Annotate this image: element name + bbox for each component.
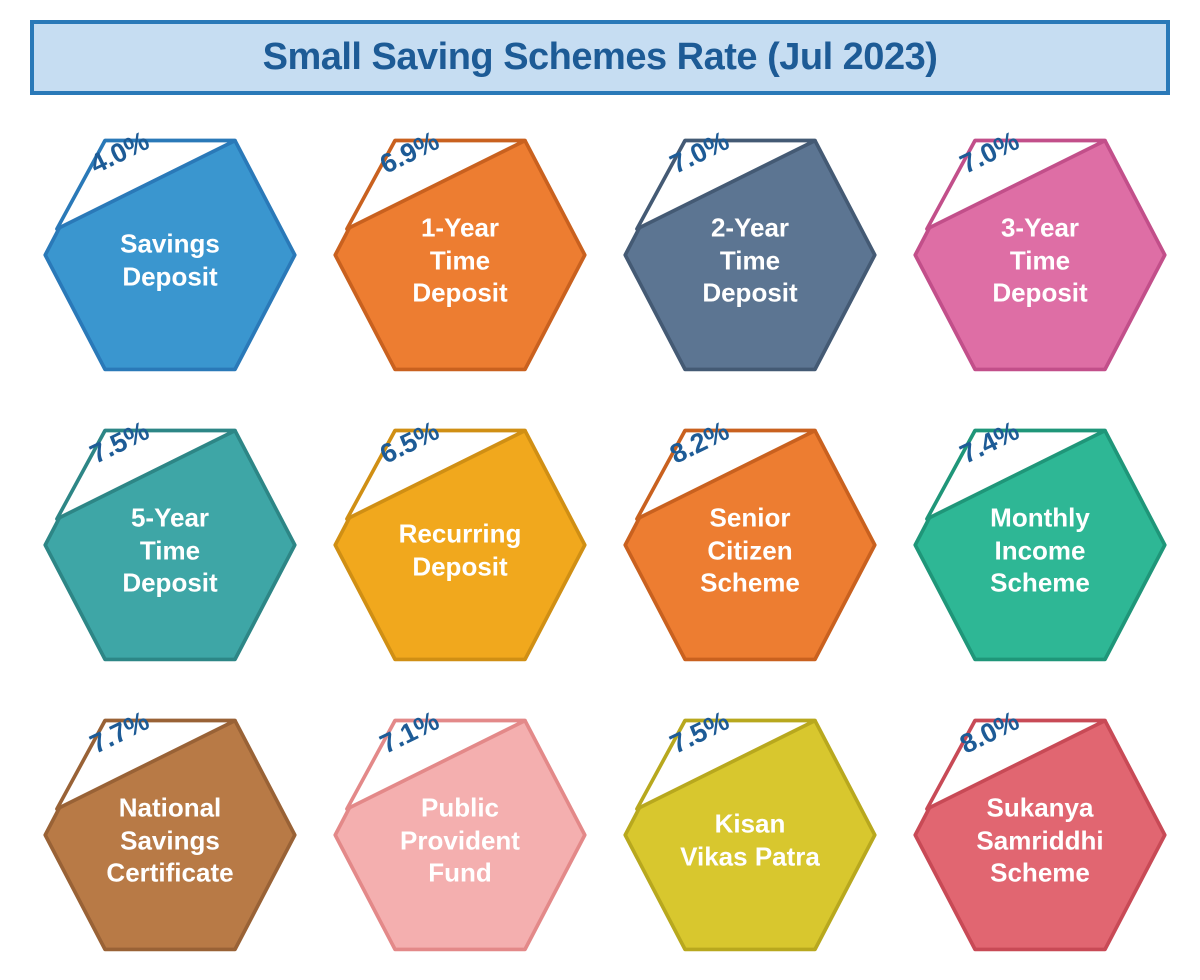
scheme-name: 3-Year Time Deposit	[939, 211, 1142, 309]
scheme-name: Senior Citizen Scheme	[649, 501, 852, 599]
scheme-name: National Savings Certificate	[69, 791, 272, 889]
scheme-tile: 4.0%Savings Deposit	[40, 125, 300, 385]
schemes-grid: 4.0%Savings Deposit6.9%1-Year Time Depos…	[30, 125, 1170, 965]
title-bar: Small Saving Schemes Rate (Jul 2023)	[30, 20, 1170, 95]
scheme-name: Recurring Deposit	[359, 518, 562, 583]
scheme-name: Sukanya Samriddhi Scheme	[939, 791, 1142, 889]
scheme-tile: 7.0%2-Year Time Deposit	[620, 125, 880, 385]
scheme-tile: 6.5%Recurring Deposit	[330, 415, 590, 675]
scheme-tile: 8.2%Senior Citizen Scheme	[620, 415, 880, 675]
scheme-tile: 8.0%Sukanya Samriddhi Scheme	[910, 705, 1170, 965]
page-title: Small Saving Schemes Rate (Jul 2023)	[54, 36, 1146, 79]
scheme-name: Public Provident Fund	[359, 791, 562, 889]
scheme-tile: 7.0%3-Year Time Deposit	[910, 125, 1170, 385]
scheme-tile: 7.7%National Savings Certificate	[40, 705, 300, 965]
scheme-name: 1-Year Time Deposit	[359, 211, 562, 309]
scheme-name: Savings Deposit	[69, 228, 272, 293]
scheme-name: 5-Year Time Deposit	[69, 501, 272, 599]
scheme-tile: 7.5%Kisan Vikas Patra	[620, 705, 880, 965]
scheme-tile: 7.5%5-Year Time Deposit	[40, 415, 300, 675]
scheme-tile: 6.9%1-Year Time Deposit	[330, 125, 590, 385]
scheme-tile: 7.1%Public Provident Fund	[330, 705, 590, 965]
scheme-name: 2-Year Time Deposit	[649, 211, 852, 309]
scheme-tile: 7.4%Monthly Income Scheme	[910, 415, 1170, 675]
scheme-name: Kisan Vikas Patra	[649, 808, 852, 873]
scheme-name: Monthly Income Scheme	[939, 501, 1142, 599]
